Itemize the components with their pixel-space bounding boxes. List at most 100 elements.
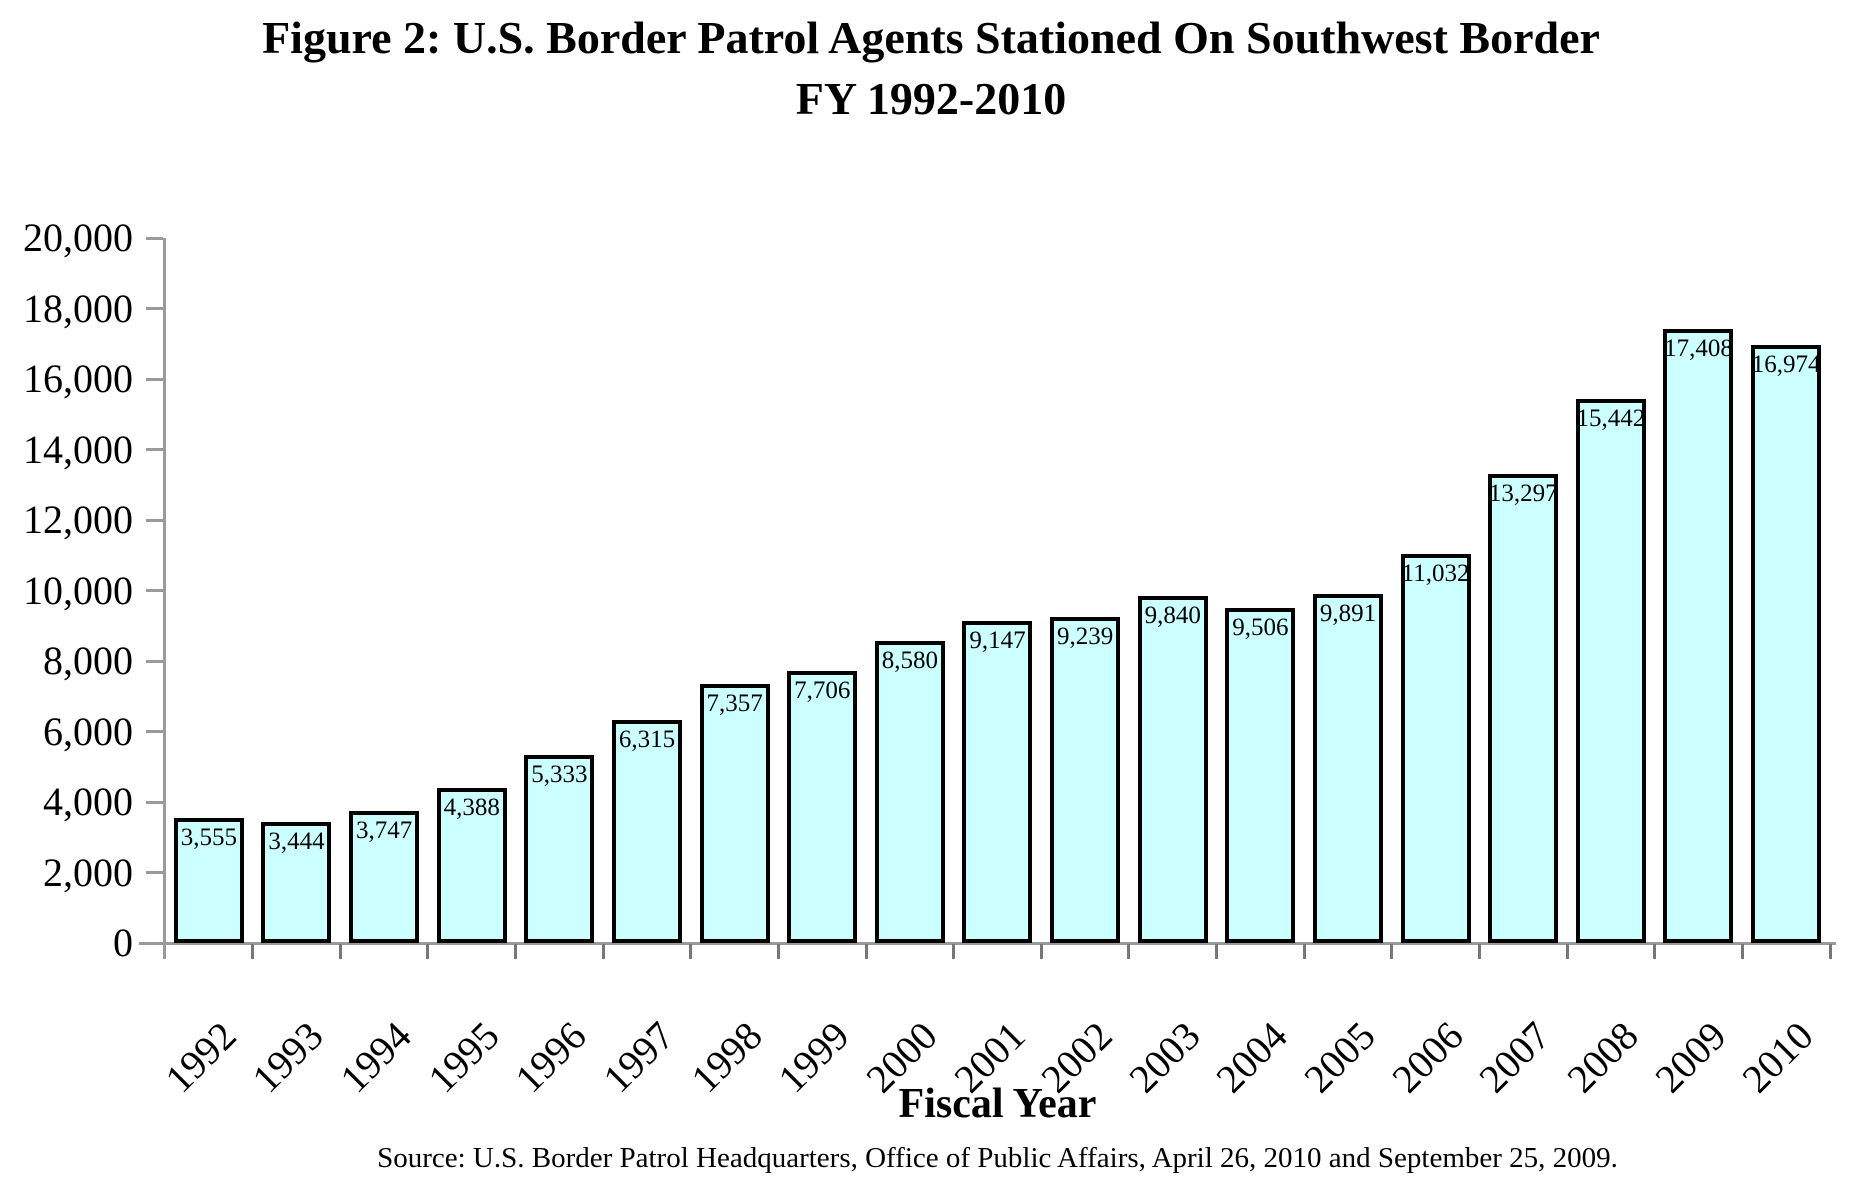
y-axis-tick <box>146 518 163 522</box>
bar-value-label-2005: 9,891 <box>1319 600 1377 628</box>
bar-2001: 9,147 <box>962 620 1033 943</box>
x-axis-tick <box>426 944 430 959</box>
bar-cell-1999: 7,706 <box>778 238 866 943</box>
y-axis-tick-label: 8,000 <box>43 638 133 683</box>
y-axis-tick-label: 12,000 <box>23 497 133 542</box>
x-axis-tick <box>1828 944 1832 959</box>
bar-value-label-2008: 15,442 <box>1576 404 1646 432</box>
x-axis-tick <box>251 944 255 959</box>
bar-1997: 6,315 <box>611 720 682 943</box>
x-axis-tick <box>1127 944 1131 959</box>
y-axis-tick-label: 4,000 <box>43 779 133 824</box>
y-axis-tick <box>146 871 163 874</box>
bar-1993: 3,444 <box>261 821 332 943</box>
bar-value-label-2007: 13,297 <box>1488 480 1558 508</box>
bar-2003: 9,840 <box>1137 596 1208 943</box>
bar-value-label-1999: 7,706 <box>794 677 851 705</box>
bar-1999: 7,706 <box>787 671 858 943</box>
bar-cell-2001: 9,147 <box>954 238 1042 943</box>
x-axis-line <box>139 942 1836 945</box>
x-axis-tick <box>1302 944 1306 959</box>
bar-cell-2010: 16,974 <box>1742 238 1830 943</box>
bar-cell-1996: 5,333 <box>516 238 604 943</box>
chart-title: Figure 2: U.S. Border Patrol Agents Stat… <box>0 8 1862 129</box>
bar-cell-2006: 11,032 <box>1392 238 1480 943</box>
bar-cell-2005: 9,891 <box>1304 238 1392 943</box>
y-axis-tick <box>146 236 163 240</box>
bar-value-label-1998: 7,357 <box>706 689 763 717</box>
x-axis-tick <box>338 944 342 959</box>
y-axis-tick-label: 18,000 <box>23 285 133 331</box>
x-axis-tick <box>689 944 693 959</box>
y-axis-line <box>163 238 166 959</box>
plot-area: 3,555 3,444 3,747 4,388 5,333 6,315 7,357 7,706… <box>139 236 1836 959</box>
bar-cell-1998: 7,357 <box>691 238 779 943</box>
x-axis-tick <box>601 944 605 959</box>
x-axis-tick <box>1740 944 1744 959</box>
bar-cell-1994: 3,747 <box>340 238 428 943</box>
y-axis-tick-label: 20,000 <box>23 215 133 260</box>
bar-cell-2002: 9,239 <box>1041 238 1129 943</box>
x-axis-tick <box>1390 944 1394 959</box>
bar-2000: 8,580 <box>874 640 945 943</box>
bar-2010: 16,974 <box>1751 344 1822 943</box>
bar-value-label-1992: 3,555 <box>180 823 237 851</box>
bar-value-label-2002: 9,239 <box>1056 623 1114 651</box>
y-axis-tick <box>146 941 163 945</box>
y-axis-tick <box>146 800 163 804</box>
bar-cell-2009: 17,408 <box>1655 238 1743 943</box>
bar-2004: 9,506 <box>1225 607 1296 943</box>
bar-value-label-2009: 17,408 <box>1664 335 1733 363</box>
bar-cell-1992: 3,555 <box>165 238 253 943</box>
y-axis-tick-label: 0 <box>113 920 133 965</box>
bar-1994: 3,747 <box>349 810 420 943</box>
bar-value-label-2003: 9,840 <box>1144 602 1201 630</box>
bar-2008: 15,442 <box>1575 398 1646 943</box>
bar-1998: 7,357 <box>699 683 770 943</box>
y-axis-tick-label: 10,000 <box>23 567 133 613</box>
x-axis-tick <box>1565 944 1569 959</box>
bar-value-label-2004: 9,506 <box>1232 613 1289 641</box>
x-axis-tick <box>1215 944 1219 959</box>
bar-2007: 13,297 <box>1488 474 1559 943</box>
y-axis-tick <box>146 448 163 451</box>
y-axis-tick-label: 6,000 <box>43 708 133 754</box>
bar-2005: 9,891 <box>1312 594 1383 943</box>
x-axis-tick <box>1039 944 1043 959</box>
bar-1996: 5,333 <box>524 755 595 943</box>
x-axis-tick <box>1477 944 1481 959</box>
y-axis-tick <box>146 659 163 663</box>
bar-cell-1993: 3,444 <box>253 238 341 943</box>
bar-cell-1997: 6,315 <box>603 238 691 943</box>
y-axis-tick <box>146 377 163 381</box>
x-axis-title: Fiscal Year <box>898 1081 1097 1127</box>
bar-2002: 9,239 <box>1050 617 1121 943</box>
bar-2006: 11,032 <box>1400 554 1471 943</box>
bar-value-label-2010: 16,974 <box>1751 350 1821 378</box>
bar-cell-2003: 9,840 <box>1129 238 1217 943</box>
y-axis-tick <box>146 307 163 310</box>
bar-value-label-1996: 5,333 <box>531 761 588 789</box>
bar-value-label-1994: 3,747 <box>355 816 413 844</box>
bars-row: 3,555 3,444 3,747 4,388 5,333 6,315 7,357 7,706… <box>165 238 1830 943</box>
source-note: Source: U.S. Border Patrol Headquarters,… <box>377 1142 1618 1174</box>
bar-value-label-2001: 9,147 <box>969 626 1026 654</box>
y-axis-labels: 0 2,000 4,000 6,000 8,000 10,000 12,000 14,000 1… <box>0 218 149 963</box>
y-axis-tick-label: 14,000 <box>23 426 133 472</box>
bar-1995: 4,388 <box>436 788 507 943</box>
x-axis-tick <box>514 944 518 959</box>
x-axis-tick <box>1653 944 1657 959</box>
y-axis-tick <box>146 730 163 733</box>
bar-2009: 17,408 <box>1663 329 1734 943</box>
bar-value-label-2000: 8,580 <box>881 646 938 674</box>
bar-cell-1995: 4,388 <box>428 238 516 943</box>
chart-title-line1: Figure 2: U.S. Border Patrol Agents Stat… <box>262 12 1600 63</box>
bar-cell-2004: 9,506 <box>1217 238 1305 943</box>
chart-title-line2: FY 1992-2010 <box>795 72 1067 124</box>
x-axis-tick <box>776 944 780 959</box>
y-axis-tick <box>146 589 163 592</box>
bar-value-label-1997: 6,315 <box>618 726 676 754</box>
bar-value-label-2006: 11,032 <box>1401 560 1470 588</box>
bar-cell-2000: 8,580 <box>866 238 954 943</box>
